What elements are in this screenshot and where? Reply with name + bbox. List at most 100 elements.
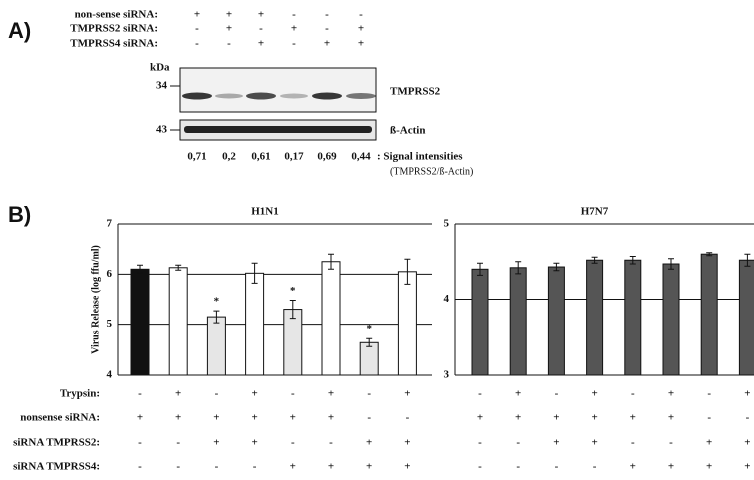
condition-sign: - [215,461,219,473]
marker-label: 43 [156,124,168,136]
condition-sign: + [744,461,750,473]
condition-sign: - [253,461,257,473]
condition-sign: + [328,412,334,424]
bar [398,272,416,375]
condition-sign: - [631,388,635,400]
condition-label: siRNA TMPRSS4: [13,461,100,473]
condition-sign: + [591,388,597,400]
panel-label: B) [8,202,31,227]
bar [169,268,187,375]
bar [207,317,225,375]
condition-sign: + [251,437,257,449]
y-tick-label: 4 [107,369,113,381]
condition-sign: - [215,388,219,400]
bar [360,342,378,375]
sign: + [194,9,200,21]
condition-sign: + [175,388,181,400]
condition-sign: - [669,437,673,449]
condition-sign: + [328,461,334,473]
condition-sign: + [404,437,410,449]
condition-sign: + [366,437,372,449]
condition-sign: - [478,437,482,449]
sign: - [195,23,199,35]
bar [548,267,564,375]
y-tick-label: 7 [107,218,113,230]
y-tick-label: 5 [444,218,450,230]
condition-sign: + [175,412,181,424]
condition-sign: + [668,388,674,400]
condition-sign: - [707,388,711,400]
intensity: 0,17 [284,151,304,163]
condition-sign: - [478,461,482,473]
condition-sign: - [291,437,295,449]
intensity: 0,61 [251,151,270,163]
chart-title: H7N7 [581,206,609,218]
bar [587,260,603,375]
condition-sign: + [404,388,410,400]
condition-sign: - [176,461,180,473]
condition-sign: - [138,437,142,449]
sign: - [325,23,329,35]
condition-label: Trypsin: [60,388,100,400]
sign: - [292,9,296,21]
band [184,126,372,133]
condition-label: nonsense siRNA: [20,412,100,424]
condition-sign: + [591,437,597,449]
condition-sign: - [329,437,333,449]
condition-label: siRNA TMPRSS2: [13,437,100,449]
bar [663,264,679,375]
sign: + [358,23,364,35]
y-tick-label: 6 [107,268,113,280]
condition-sign: - [176,437,180,449]
intensity: 0,44 [351,151,371,163]
condition-sign: + [477,412,483,424]
condition-sign: + [668,412,674,424]
row-label: TMPRSS4 siRNA: [70,38,158,50]
condition-sign: + [744,437,750,449]
blot [180,68,376,112]
bar [246,273,264,375]
annotation: * [366,323,372,335]
bar [739,260,754,375]
figure: A) kDa 34 43 TMPRSS2 ß-Actin : Signal in… [0,0,754,480]
condition-sign: + [553,412,559,424]
intensity: 0,69 [317,151,337,163]
bar [625,260,641,375]
condition-sign: - [555,461,559,473]
sign: - [325,9,329,21]
blot-label: ß-Actin [390,125,425,137]
intensity-note: (TMPRSS2/ß-Actin) [390,166,473,177]
condition-sign: + [213,412,219,424]
condition-sign: + [706,437,712,449]
row-label: TMPRSS2 siRNA: [70,23,158,35]
condition-sign: - [555,388,559,400]
condition-sign: - [138,461,142,473]
condition-sign: + [515,388,521,400]
y-tick-label: 5 [107,318,113,330]
sign: + [358,38,364,50]
row-label: non-sense siRNA: [75,9,158,21]
annotation: * [214,296,220,308]
chart-title: H1N1 [251,206,279,218]
condition-sign: - [516,461,520,473]
sign: - [227,38,231,50]
sign: - [359,9,363,21]
condition-sign: + [630,461,636,473]
condition-sign: - [138,388,142,400]
bar [284,310,302,375]
condition-sign: - [406,412,410,424]
y-tick-label: 3 [444,369,450,381]
intensity-label: : Signal intensities [377,151,463,163]
bar [472,269,488,375]
sign: - [195,38,199,50]
sign: + [226,9,232,21]
condition-sign: + [213,437,219,449]
y-tick-label: 4 [444,293,450,305]
panel-label: A) [8,18,31,43]
condition-sign: - [478,388,482,400]
condition-sign: + [290,461,296,473]
annotation: * [290,285,296,297]
kda-label: kDa [150,62,170,74]
condition-sign: - [291,388,295,400]
y-axis-label: Virus Release (log ffu/ml) [90,245,101,354]
